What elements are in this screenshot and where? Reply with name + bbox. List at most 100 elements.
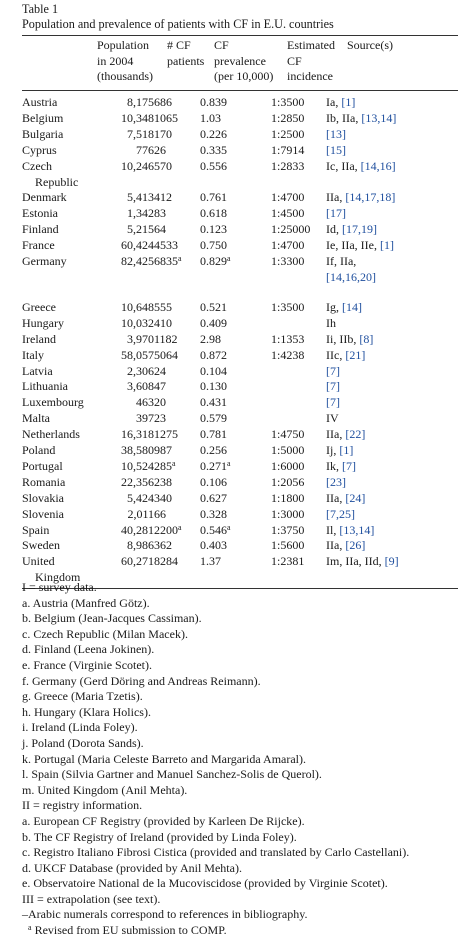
table-row: Germany 82,425 6835a 0.829a 1:3300 If, IIa, [1… bbox=[22, 254, 458, 286]
country-cell: Spain bbox=[22, 522, 50, 537]
note-line: m. United Kingdom (Anil Mehta). bbox=[22, 782, 188, 797]
patients-cell: 555 bbox=[154, 299, 172, 314]
source-label: Ic, IIa, bbox=[326, 158, 358, 173]
reference-link[interactable]: [13,14] bbox=[339, 522, 375, 537]
incidence-cell: 1:7914 bbox=[271, 142, 305, 157]
patients-cell: 285a bbox=[154, 458, 176, 473]
source-label: Ia, bbox=[326, 95, 339, 109]
sources-cell: IIa, [26] bbox=[326, 538, 458, 554]
prevalence-cell: 0.328 bbox=[200, 506, 227, 521]
source-label: Im, IIa, IId, bbox=[326, 554, 382, 569]
reference-link[interactable]: [13] bbox=[326, 126, 346, 141]
country-cell: Slovakia bbox=[22, 490, 64, 505]
prevalence-cell: 0.781 bbox=[200, 427, 227, 442]
table-row: Ireland 3,970 1182 2.98 1:1353 Ii, IIb, [8] bbox=[22, 332, 458, 348]
table-row: Malta 397 23 0.579 IV bbox=[22, 411, 458, 427]
reference-link[interactable]: [22] bbox=[345, 427, 366, 442]
population-cell: 3,970 bbox=[127, 331, 154, 346]
incidence-cell bbox=[271, 364, 326, 380]
source-label: IIa, bbox=[326, 490, 343, 505]
population-cell: 463 bbox=[136, 395, 154, 410]
source-label: Ii, IIb, bbox=[326, 331, 357, 346]
table-row: Bulgaria 7,518 170 0.226 1:2500 [13] bbox=[22, 127, 458, 143]
incidence-cell: 1:3750 bbox=[271, 522, 305, 537]
note-line: a. Austria (Manfred Götz). bbox=[22, 595, 150, 610]
country-cell: Bulgaria bbox=[22, 126, 64, 141]
table-container: Table 1 Population and prevalence of pat… bbox=[22, 2, 458, 590]
prevalence-cell: 0.271a bbox=[200, 458, 231, 473]
header-incidence: Estimated CF incidence bbox=[287, 38, 335, 83]
table-row: Romania 22,356 238 0.106 1:2056 [23] bbox=[22, 475, 458, 491]
reference-link[interactable]: [1] bbox=[341, 95, 356, 109]
prevalence-cell: 0.104 bbox=[200, 363, 227, 378]
incidence-cell: 1:2850 bbox=[271, 110, 305, 125]
country-cell: France bbox=[22, 238, 55, 253]
reference-link[interactable]: [24] bbox=[345, 490, 366, 505]
footnote-marker: a bbox=[227, 254, 231, 264]
patients-cell: 23 bbox=[154, 411, 166, 426]
population-cell: 82,425 bbox=[121, 254, 154, 269]
reference-link[interactable]: [23] bbox=[326, 474, 346, 489]
incidence-cell: 1:4238 bbox=[271, 347, 305, 362]
table-row: Lithuania 3,608 47 0.130 [7] bbox=[22, 379, 458, 395]
table-row: Austria 8,175 686 0.839 1:3500 Ia, [1] bbox=[22, 95, 458, 111]
table-header: Population in 2004 (thousands) # CF pati… bbox=[22, 36, 458, 90]
country-cell: Finland bbox=[22, 222, 59, 237]
table-row: Latvia 2,306 24 0.104 [7] bbox=[22, 364, 458, 380]
sources-cell: IV bbox=[326, 411, 458, 427]
sources-cell: [7,25] bbox=[326, 507, 458, 523]
prevalence-cell: 0.409 bbox=[200, 315, 227, 330]
sources-cell: [17] bbox=[326, 206, 458, 222]
footnote: a Revised from EU submission to COMP. bbox=[28, 923, 227, 938]
reference-link[interactable]: [14,16,20] bbox=[326, 269, 376, 284]
sources-cell: IIa, [14,17,18] bbox=[326, 190, 458, 206]
source-label: IIa, bbox=[326, 538, 343, 553]
incidence-cell bbox=[271, 395, 326, 411]
incidence-cell: 1:1353 bbox=[271, 331, 305, 346]
patients-cell: 410 bbox=[154, 315, 172, 330]
population-cell: 38,580 bbox=[121, 443, 154, 458]
patients-cell: 412 bbox=[154, 190, 172, 205]
table-row: Denmark 5,413 412 0.761 1:4700 IIa, [14,17,18… bbox=[22, 190, 458, 206]
patients-cell: 26 bbox=[154, 142, 166, 157]
reference-link[interactable]: [13,14] bbox=[361, 110, 397, 125]
table-row: Italy 58,057 5064 0.872 1:4238 IIc, [21] bbox=[22, 348, 458, 364]
reference-link[interactable]: [1] bbox=[339, 443, 354, 458]
prevalence-cell: 0.829a bbox=[200, 254, 231, 269]
reference-link[interactable]: [9] bbox=[384, 554, 399, 569]
prevalence-cell: 2.98 bbox=[200, 331, 221, 346]
reference-link[interactable]: [14,17,18] bbox=[345, 190, 396, 205]
population-cell: 40,281 bbox=[121, 522, 154, 537]
reference-link[interactable]: [21] bbox=[345, 347, 366, 362]
reference-link[interactable]: [1] bbox=[379, 238, 394, 253]
population-cell: 5,215 bbox=[127, 222, 154, 237]
reference-link[interactable]: [26] bbox=[345, 538, 366, 553]
reference-link[interactable]: [14] bbox=[342, 299, 362, 314]
table-row: Netherlands 16,318 1275 0.781 1:4750 IIa, [22… bbox=[22, 427, 458, 443]
note-line: c. Registro Italiano Fibrosi Cistica (pr… bbox=[22, 845, 410, 860]
footnote-marker: a bbox=[172, 458, 176, 468]
reference-link[interactable]: [7] bbox=[326, 395, 340, 410]
reference-link[interactable]: [17,19] bbox=[342, 222, 377, 237]
source-label: IIa, bbox=[326, 427, 343, 442]
patients-cell: 340 bbox=[154, 490, 172, 505]
reference-link[interactable]: [7] bbox=[326, 363, 340, 378]
reference-link[interactable]: [15] bbox=[326, 142, 346, 157]
prevalence-cell: 0.750 bbox=[200, 238, 227, 253]
reference-link[interactable]: [7,25] bbox=[326, 506, 355, 521]
population-cell: 3,608 bbox=[127, 379, 154, 394]
reference-link[interactable]: [14,16] bbox=[360, 158, 396, 173]
footnote-marker: a bbox=[178, 254, 182, 264]
reference-link[interactable]: [7] bbox=[326, 379, 340, 394]
population-cell: 10,348 bbox=[121, 110, 154, 125]
reference-link[interactable]: [8] bbox=[359, 331, 374, 346]
country-cell: Estonia bbox=[22, 206, 58, 221]
population-cell: 22,356 bbox=[121, 474, 154, 489]
reference-link[interactable]: [17] bbox=[326, 206, 346, 221]
incidence-cell bbox=[271, 316, 326, 332]
reference-link[interactable]: [7] bbox=[342, 458, 356, 473]
prevalence-cell: 1.37 bbox=[200, 554, 221, 569]
header-cf-patients: # CF patients bbox=[167, 38, 205, 68]
note-line: e. Observatoire National de la Mucovisci… bbox=[22, 876, 388, 891]
source-label: IIa, bbox=[326, 190, 343, 205]
